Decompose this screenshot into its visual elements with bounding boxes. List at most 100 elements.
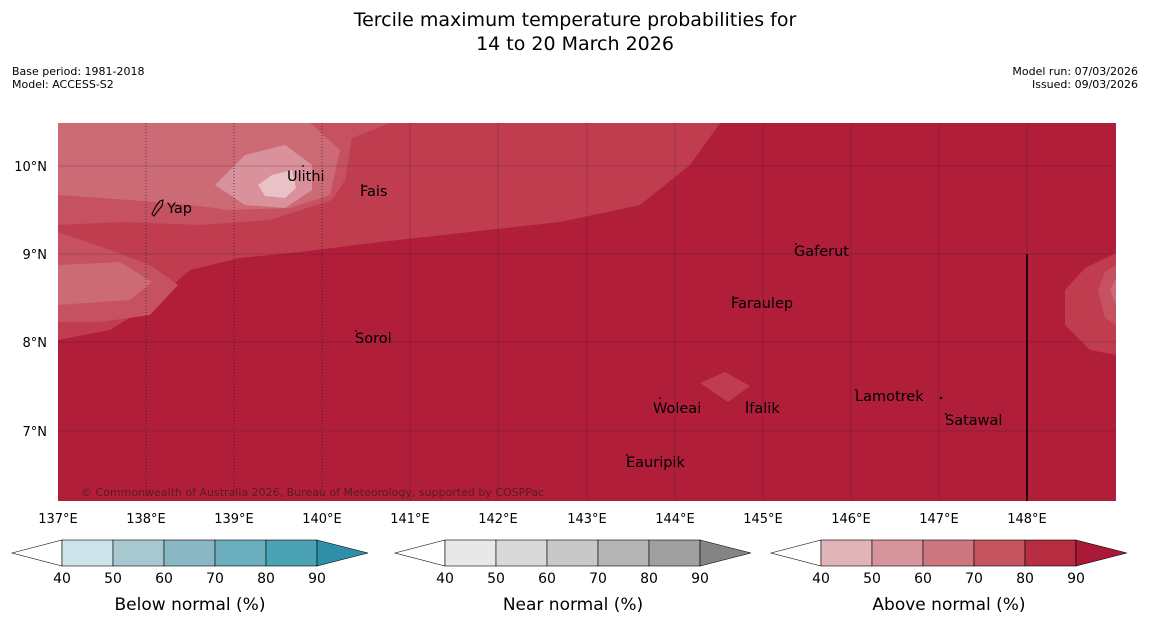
near-swatch-70-80 xyxy=(597,539,650,567)
meta-right: Model run: 07/03/2026 Issued: 09/03/2026 xyxy=(1012,65,1138,91)
base-period: Base period: 1981-2018 xyxy=(12,65,145,78)
near-normal-title: Near normal (%) xyxy=(503,595,643,615)
faraulep-island-dot xyxy=(732,296,734,298)
probability-field: Yap Ulithi Fais Gaferut Faraulep Sorol L… xyxy=(58,123,1116,501)
longitude-axis: 137°E 138°E 139°E 140°E 141°E 142°E 143°… xyxy=(38,512,1047,527)
lon-label-137e: 137°E xyxy=(38,512,78,527)
place-labels: Yap Ulithi Fais Gaferut Faraulep Sorol L… xyxy=(166,169,1002,471)
place-label-gaferut: Gaferut xyxy=(794,244,849,260)
lon-label-141e: 141°E xyxy=(390,512,430,527)
below-tick-50: 50 xyxy=(104,571,122,587)
below-swatch-40-50 xyxy=(61,539,114,567)
above-tick-90: 90 xyxy=(1067,571,1085,587)
fais-island-dot xyxy=(361,184,363,186)
colorbar-below-normal: 40 50 60 70 80 90 Below normal (%) xyxy=(10,539,369,615)
field-above-70-east xyxy=(1098,265,1116,325)
near-tick-70: 70 xyxy=(589,571,607,587)
lat-label-7n: 7°N xyxy=(23,425,48,440)
below-swatch-under-40 xyxy=(10,539,63,567)
place-label-sorol: Sorol xyxy=(355,331,392,347)
lamotrek-island-dot xyxy=(855,389,857,391)
above-tick-40: 40 xyxy=(812,571,830,587)
lat-label-9n: 9°N xyxy=(23,248,48,263)
gaferut-island-dot xyxy=(795,243,797,245)
near-swatch-60-70 xyxy=(546,539,599,567)
place-label-woleai: Woleai xyxy=(653,401,701,417)
model-run: Model run: 07/03/2026 xyxy=(1012,65,1138,78)
lat-label-10n: 10°N xyxy=(14,160,47,175)
above-tick-70: 70 xyxy=(965,571,983,587)
below-swatch-70-80 xyxy=(214,539,267,567)
near-swatch-80-90 xyxy=(648,539,701,567)
copyright-notice: © Commonwealth of Australia 2026, Bureau… xyxy=(81,486,544,499)
colorbar-above-normal: 40 50 60 70 80 90 Above normal (%) xyxy=(769,539,1128,615)
latitude-axis: 10°N 9°N 8°N 7°N xyxy=(14,160,47,440)
title-line-2: 14 to 20 March 2026 xyxy=(476,33,674,55)
below-normal-title: Below normal (%) xyxy=(115,595,266,615)
colorbar-near-normal: 40 50 60 70 80 90 Near normal (%) xyxy=(393,539,752,615)
meta-left: Base period: 1981-2018 Model: ACCESS-S2 xyxy=(12,65,144,91)
east-islet-dot xyxy=(939,396,943,400)
sorol-island-dot xyxy=(355,330,357,332)
title-line-1: Tercile maximum temperature probabilitie… xyxy=(353,9,797,31)
field-above-60-west xyxy=(58,262,152,305)
above-swatch-80-90 xyxy=(1024,539,1077,567)
place-label-satawal: Satawal xyxy=(945,413,1002,429)
near-tick-50: 50 xyxy=(487,571,505,587)
above-swatch-over-90 xyxy=(1075,539,1128,567)
near-swatch-40-50 xyxy=(444,539,497,567)
below-swatch-over-90 xyxy=(316,539,369,567)
woleai-island-dot xyxy=(659,397,661,399)
above-swatch-under-40 xyxy=(769,539,822,567)
chart-title: Tercile maximum temperature probabilitie… xyxy=(0,8,1150,56)
field-above-60-east xyxy=(1110,278,1116,305)
above-tick-60: 60 xyxy=(914,571,932,587)
below-tick-80: 80 xyxy=(257,571,275,587)
above-swatch-60-70 xyxy=(922,539,975,567)
field-above-40 xyxy=(258,170,296,198)
below-swatch-50-60 xyxy=(112,539,165,567)
place-label-ulithi: Ulithi xyxy=(287,169,325,185)
above-normal-title: Above normal (%) xyxy=(872,595,1025,615)
place-label-lamotrek: Lamotrek xyxy=(855,389,924,405)
below-swatch-60-70 xyxy=(163,539,216,567)
near-swatch-over-90 xyxy=(699,539,752,567)
place-label-eauripik: Eauripik xyxy=(626,455,685,471)
below-swatch-80-90 xyxy=(265,539,318,567)
place-label-fais: Fais xyxy=(360,184,387,200)
lon-label-140e: 140°E xyxy=(302,512,342,527)
above-tick-80: 80 xyxy=(1016,571,1034,587)
above-swatch-50-60 xyxy=(871,539,924,567)
above-tick-50: 50 xyxy=(863,571,881,587)
place-label-yap: Yap xyxy=(166,201,192,217)
below-tick-90: 90 xyxy=(308,571,326,587)
lat-label-8n: 8°N xyxy=(23,336,48,351)
lon-label-146e: 146°E xyxy=(831,512,871,527)
place-label-faraulep: Faraulep xyxy=(731,296,793,312)
ulithi-island-dot xyxy=(302,165,304,167)
near-swatch-50-60 xyxy=(495,539,548,567)
grid-lines xyxy=(58,123,1116,501)
above-swatch-40-50 xyxy=(820,539,873,567)
below-tick-60: 60 xyxy=(155,571,173,587)
lon-label-148e: 148°E xyxy=(1007,512,1047,527)
above-swatch-70-80 xyxy=(973,539,1026,567)
issued-date: Issued: 09/03/2026 xyxy=(1031,78,1138,91)
field-above-80-woleai xyxy=(700,372,750,402)
near-tick-90: 90 xyxy=(691,571,709,587)
below-tick-40: 40 xyxy=(53,571,71,587)
below-tick-70: 70 xyxy=(206,571,224,587)
lon-label-144e: 144°E xyxy=(655,512,695,527)
near-tick-40: 40 xyxy=(436,571,454,587)
near-tick-60: 60 xyxy=(538,571,556,587)
satawal-island-dot xyxy=(945,413,947,415)
island-shapes xyxy=(151,165,947,456)
lon-label-139e: 139°E xyxy=(214,512,254,527)
lon-label-143e: 143°E xyxy=(567,512,607,527)
eauripik-island-dot xyxy=(626,454,628,456)
lon-label-142e: 142°E xyxy=(478,512,518,527)
ifalik-island-dot xyxy=(746,401,748,403)
place-label-ifalik: Ifalik xyxy=(745,401,780,417)
lon-label-138e: 138°E xyxy=(126,512,166,527)
